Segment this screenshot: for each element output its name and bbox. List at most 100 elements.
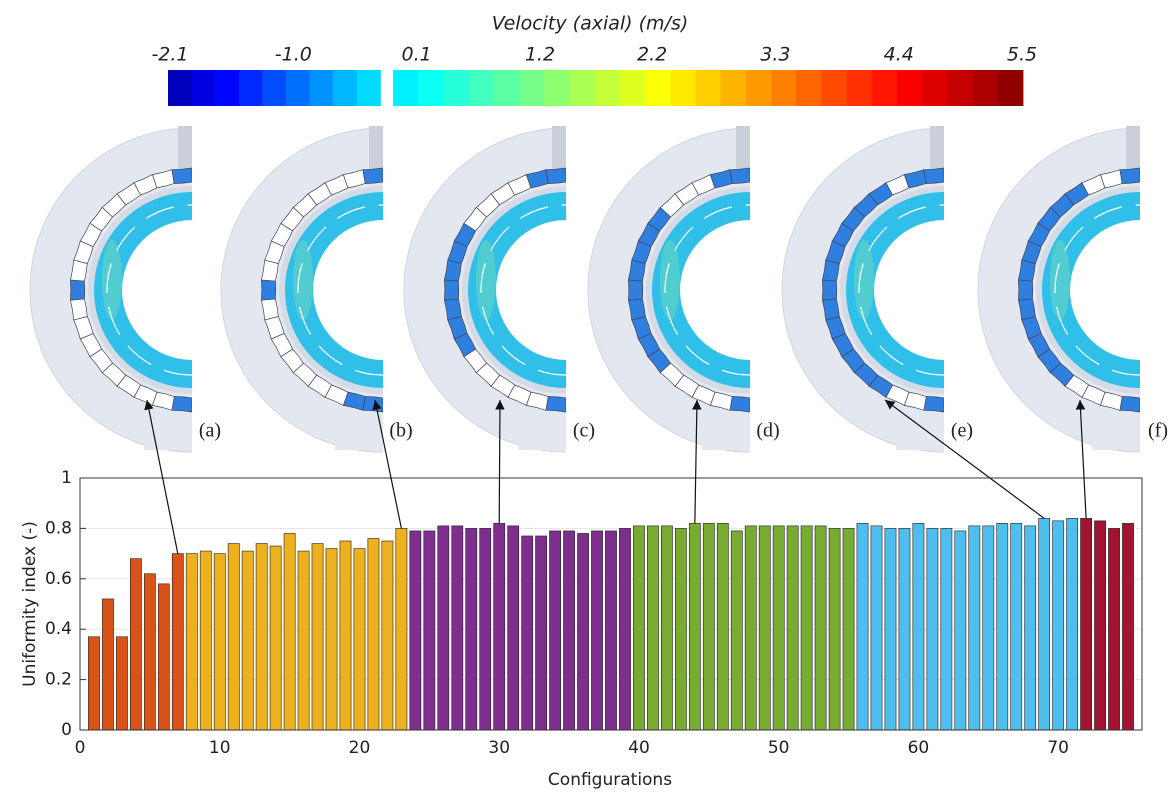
panel-label: (a) xyxy=(199,420,221,442)
bar xyxy=(1025,526,1036,730)
colorbar-cell xyxy=(168,70,192,106)
bar xyxy=(871,526,882,730)
bar xyxy=(354,549,365,730)
colorbar-cell xyxy=(286,70,310,106)
colorbar-tick-label: 0.1 xyxy=(402,44,432,66)
bar xyxy=(88,637,99,730)
colorbar-cell xyxy=(695,70,721,106)
bar xyxy=(200,551,211,730)
bar xyxy=(661,526,672,730)
x-tick-label: 10 xyxy=(209,738,231,758)
panel-body xyxy=(978,126,1174,452)
vane-segment xyxy=(1018,280,1032,300)
colorbar-cell xyxy=(847,70,873,106)
figure: Velocity (axial) (m/s) Configurations Un… xyxy=(0,0,1174,793)
bar xyxy=(102,599,113,730)
vane-segment xyxy=(546,168,566,183)
bar xyxy=(913,523,924,730)
colorbar-tick-label: 3.3 xyxy=(760,44,790,66)
bar xyxy=(857,523,868,730)
bar xyxy=(1039,518,1050,730)
vane-segment xyxy=(70,280,84,300)
colorbar-cell xyxy=(872,70,898,106)
colorbar-cell xyxy=(310,70,334,106)
bar xyxy=(787,526,798,730)
vane-segment xyxy=(444,280,458,300)
bar xyxy=(745,526,756,730)
x-tick-label: 60 xyxy=(908,738,930,758)
bar xyxy=(997,523,1008,730)
colorbar-cell xyxy=(746,70,772,106)
colorbar-cell xyxy=(544,70,570,106)
vane-segment xyxy=(730,168,750,183)
bar xyxy=(382,541,393,730)
colorbar-title: Velocity (axial) (m/s) xyxy=(492,13,689,35)
bar xyxy=(969,526,980,730)
colorbar-cell xyxy=(645,70,671,106)
bar xyxy=(508,526,519,730)
bar xyxy=(242,551,253,730)
bar xyxy=(438,526,449,730)
bar xyxy=(410,531,421,730)
arrow xyxy=(885,400,1044,518)
bar xyxy=(983,526,994,730)
colorbar-cell xyxy=(569,70,595,106)
bar xyxy=(522,536,533,730)
colorbar-cell xyxy=(721,70,747,106)
bar xyxy=(717,523,728,730)
bar xyxy=(396,528,407,730)
flow-blob xyxy=(476,240,496,320)
bar xyxy=(452,526,463,730)
bar xyxy=(326,549,337,730)
bar xyxy=(466,528,477,730)
colorbar-tick-label: 2.2 xyxy=(637,44,667,66)
x-axis-label: Configurations xyxy=(548,770,672,790)
colorbar-cell xyxy=(973,70,999,106)
bar xyxy=(228,544,239,730)
bar xyxy=(703,523,714,730)
flow-blob xyxy=(660,240,680,320)
vane-segment xyxy=(546,397,566,412)
bar xyxy=(1122,523,1133,730)
bar xyxy=(591,531,602,730)
colorbar-cell xyxy=(947,70,973,106)
bar xyxy=(605,531,616,730)
y-tick-label: 1 xyxy=(61,468,72,488)
bar xyxy=(480,528,491,730)
colorbar-cell xyxy=(262,70,286,106)
bar xyxy=(284,533,295,730)
colorbar-cell xyxy=(595,70,621,106)
bar xyxy=(633,526,644,730)
vane-segment xyxy=(261,280,275,300)
bar xyxy=(815,526,826,730)
bar xyxy=(214,554,225,730)
bar xyxy=(647,526,658,730)
bar xyxy=(1011,523,1022,730)
panel-label: (f) xyxy=(1148,420,1168,442)
bar xyxy=(494,523,505,730)
bar xyxy=(1108,528,1119,730)
colorbar-cell xyxy=(239,70,263,106)
colorbar-cell xyxy=(215,70,239,106)
flow-panel: (f) xyxy=(978,126,1174,452)
panel-label: (b) xyxy=(389,420,412,442)
flow-blob xyxy=(854,240,874,320)
colorbar-cell xyxy=(998,70,1024,106)
vane-segment xyxy=(1120,397,1140,412)
y-tick-label: 0 xyxy=(61,720,72,740)
colorbar-cell xyxy=(519,70,545,106)
vane-segment xyxy=(363,168,383,183)
panel-label: (e) xyxy=(951,420,973,442)
bar xyxy=(619,528,630,730)
colorbar-cell xyxy=(192,70,216,106)
bar xyxy=(186,554,197,730)
colorbar-cell xyxy=(796,70,822,106)
x-tick-label: 70 xyxy=(1047,738,1069,758)
bar xyxy=(130,559,141,730)
vane-segment xyxy=(924,397,944,412)
y-tick-label: 0.4 xyxy=(45,619,72,639)
vane-segment xyxy=(822,280,836,300)
bar xyxy=(256,544,267,730)
bar xyxy=(1081,518,1092,730)
bar xyxy=(801,526,812,730)
